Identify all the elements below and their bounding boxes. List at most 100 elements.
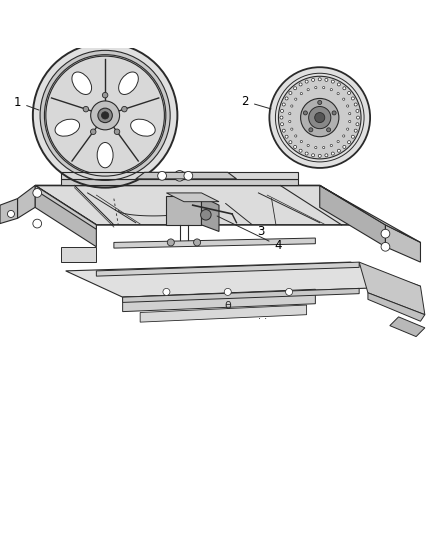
Circle shape [332,111,336,115]
Circle shape [307,144,309,147]
Circle shape [293,146,297,148]
Polygon shape [140,305,307,322]
Circle shape [325,78,328,82]
Polygon shape [0,199,18,223]
Ellipse shape [119,72,138,94]
Circle shape [269,67,370,168]
Circle shape [282,103,285,106]
Circle shape [102,112,109,119]
Circle shape [91,129,96,134]
Circle shape [305,80,308,83]
Circle shape [337,141,339,143]
Circle shape [300,93,303,95]
Circle shape [122,107,127,112]
Polygon shape [61,247,96,262]
Circle shape [318,100,322,104]
Circle shape [289,112,291,115]
Circle shape [7,211,14,217]
Circle shape [343,87,346,90]
Circle shape [83,107,88,112]
Circle shape [311,154,314,157]
Circle shape [348,141,350,144]
Circle shape [331,80,334,83]
Ellipse shape [97,142,113,168]
Circle shape [291,128,293,130]
Circle shape [307,88,309,91]
Circle shape [304,111,307,115]
Text: 1: 1 [14,96,39,110]
Circle shape [224,288,231,295]
Circle shape [337,149,340,152]
Circle shape [33,189,42,197]
Polygon shape [385,225,420,262]
Circle shape [102,92,108,98]
Circle shape [330,144,332,147]
Circle shape [337,83,340,86]
Circle shape [381,229,390,238]
Polygon shape [390,317,425,336]
Polygon shape [166,197,201,225]
Circle shape [381,243,390,251]
Circle shape [299,83,302,86]
Circle shape [348,92,350,94]
Circle shape [289,120,291,123]
Circle shape [174,171,185,181]
Circle shape [318,78,321,81]
Text: 2: 2 [241,95,271,109]
Polygon shape [359,262,425,314]
Polygon shape [201,197,219,231]
Circle shape [158,172,166,180]
Circle shape [194,239,201,246]
Circle shape [98,108,112,123]
Circle shape [280,123,283,126]
Circle shape [331,152,334,155]
Polygon shape [136,172,237,179]
Circle shape [343,98,345,100]
Circle shape [309,107,331,128]
Circle shape [322,147,325,149]
Circle shape [285,135,288,138]
Ellipse shape [72,72,92,94]
Circle shape [357,116,360,119]
Circle shape [184,172,193,180]
Polygon shape [61,172,298,179]
Circle shape [356,109,359,112]
Circle shape [351,97,354,100]
Polygon shape [368,293,425,321]
Circle shape [314,147,317,149]
Text: 4: 4 [217,216,282,252]
Circle shape [311,78,314,82]
Circle shape [299,149,302,152]
Circle shape [337,93,339,95]
Polygon shape [123,289,315,312]
Circle shape [293,87,297,90]
Polygon shape [66,262,420,297]
Circle shape [295,135,297,137]
Circle shape [291,105,293,107]
Text: 3: 3 [226,204,264,238]
Polygon shape [18,185,35,219]
Circle shape [354,103,357,106]
Polygon shape [320,185,420,243]
Circle shape [314,112,325,123]
Circle shape [314,86,317,88]
Polygon shape [123,288,359,302]
Circle shape [351,135,354,138]
Circle shape [285,97,288,100]
Circle shape [289,141,292,144]
Circle shape [40,50,170,181]
Ellipse shape [55,119,80,136]
Circle shape [343,135,345,137]
Ellipse shape [131,119,155,136]
Circle shape [318,155,321,157]
Polygon shape [114,238,315,248]
Circle shape [349,120,351,123]
Circle shape [167,239,174,246]
Circle shape [33,219,42,228]
Circle shape [346,128,349,130]
Circle shape [114,129,120,134]
Circle shape [346,105,349,107]
Polygon shape [61,179,298,185]
Circle shape [325,154,328,157]
Polygon shape [166,193,219,201]
